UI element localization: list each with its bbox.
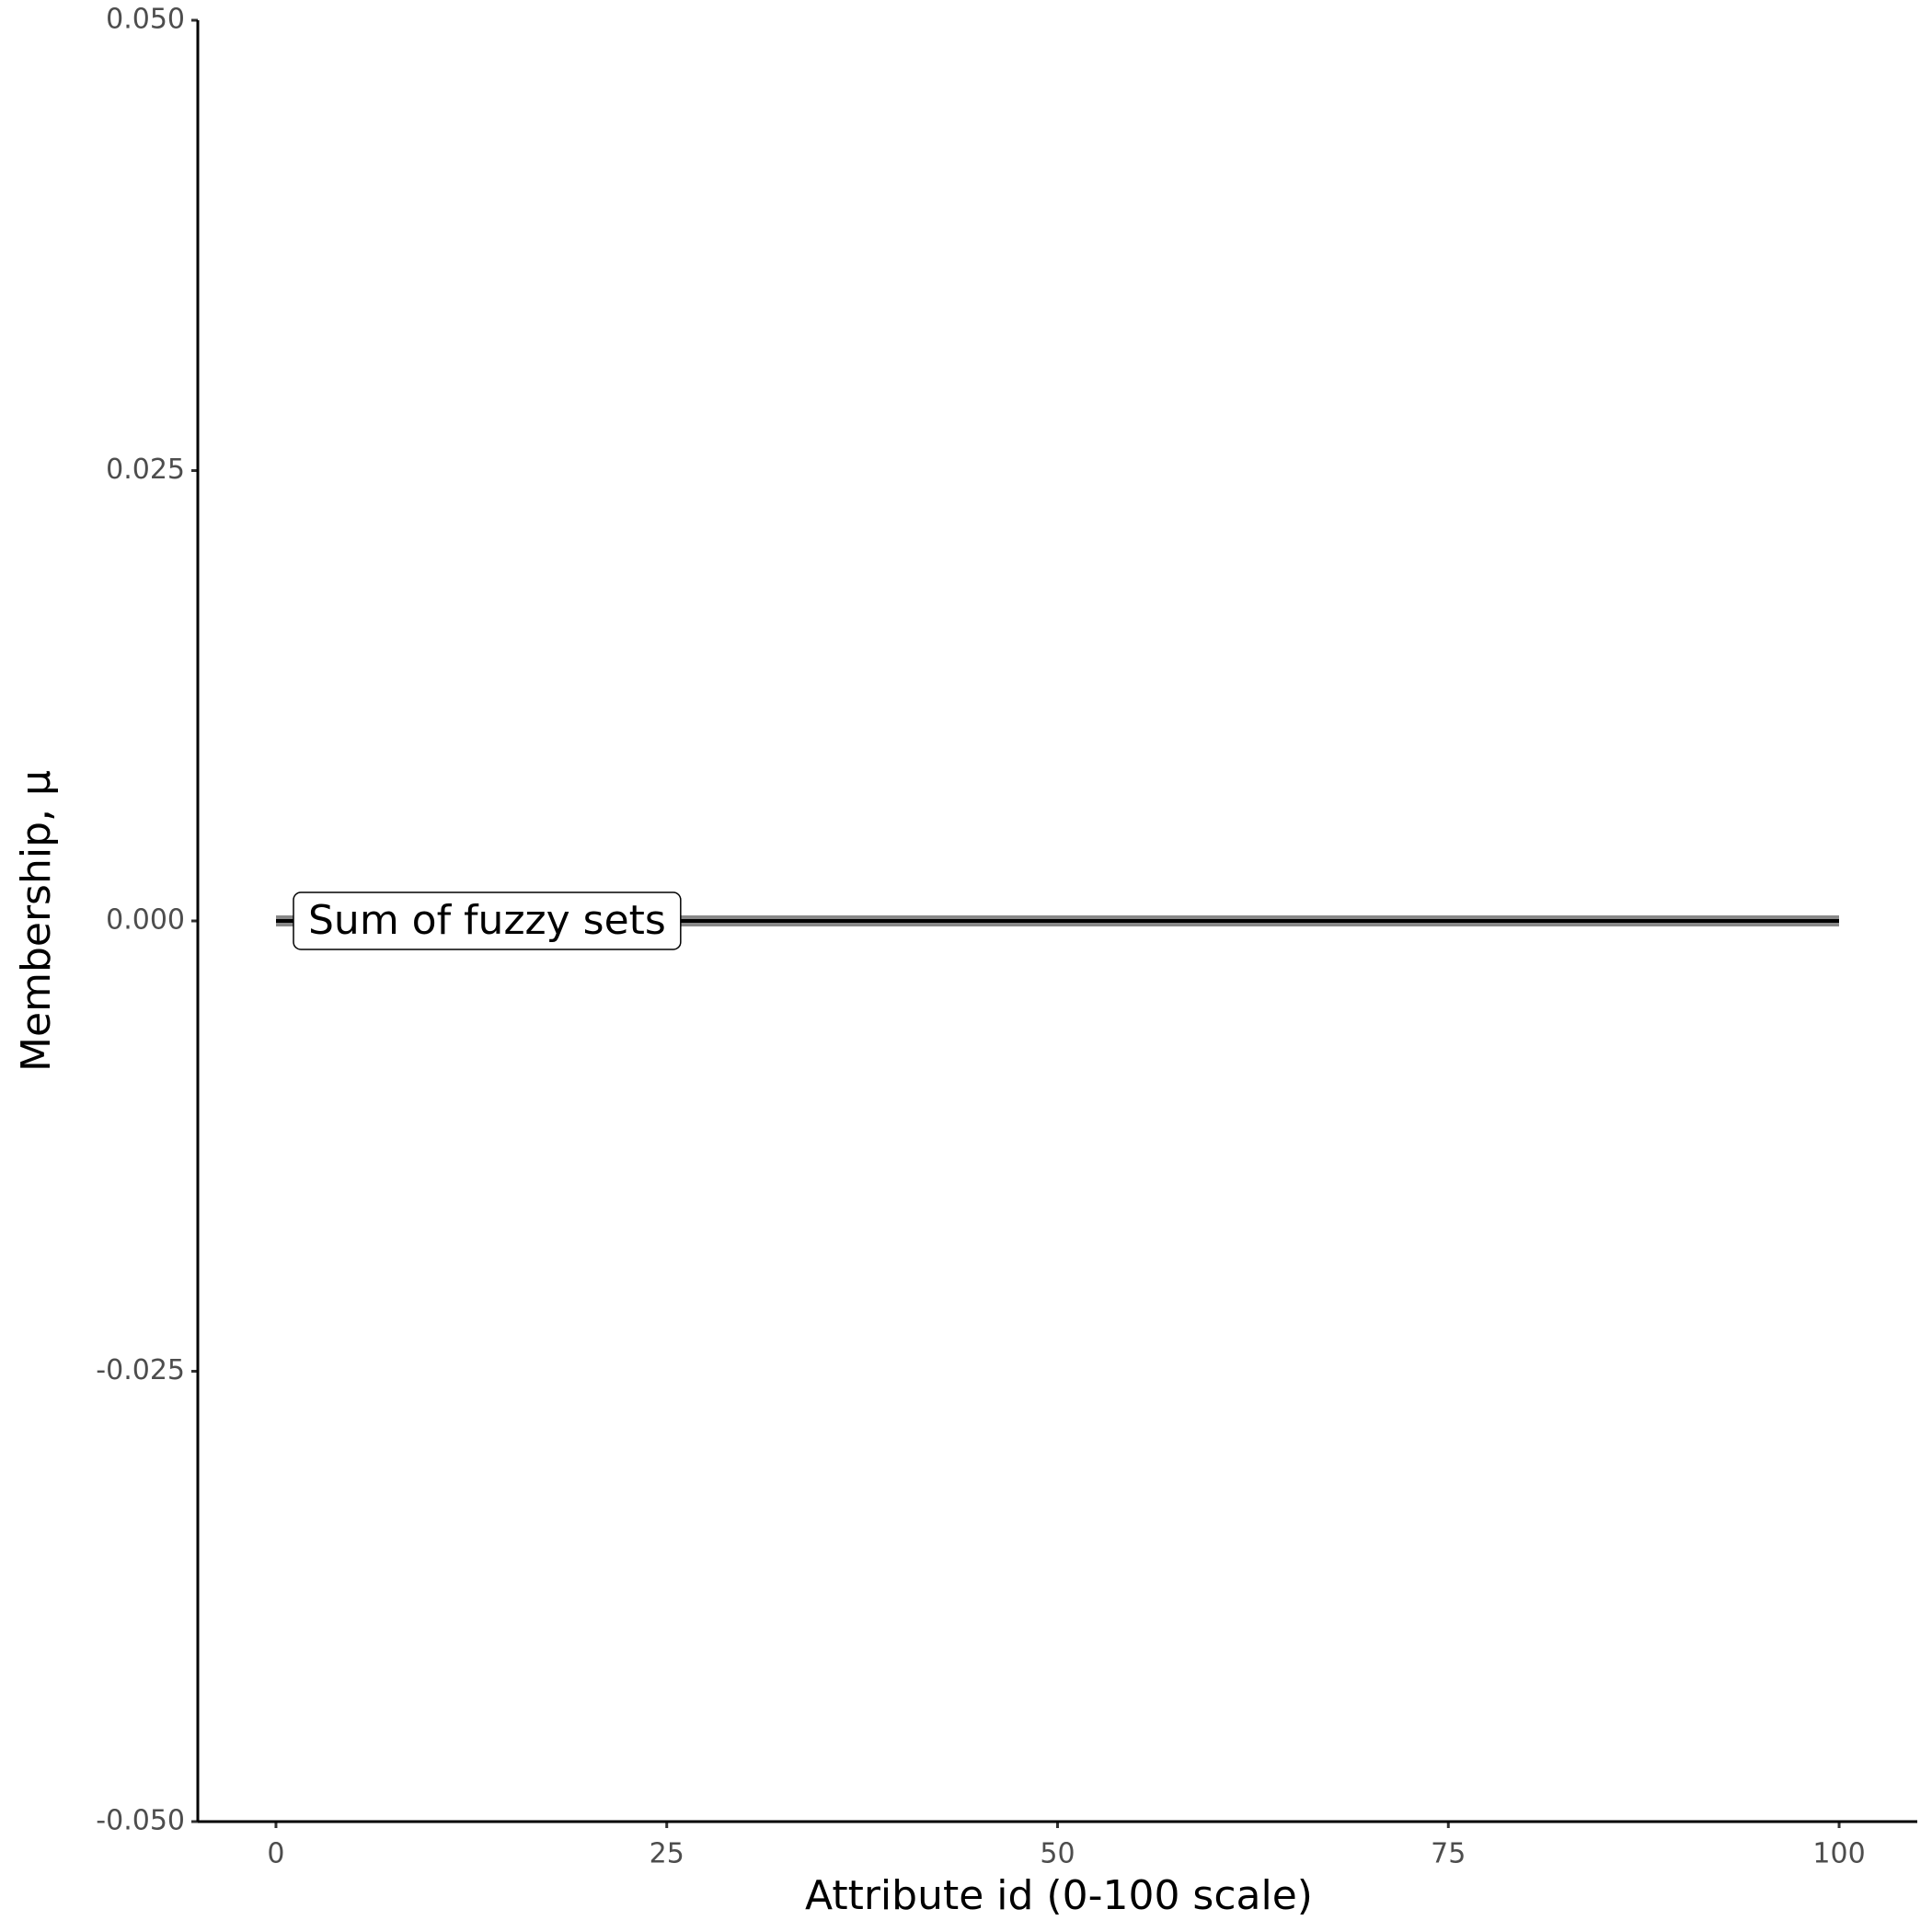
x-tick-label: 0 xyxy=(267,1838,284,1870)
y-tick-label: -0.050 xyxy=(96,1805,185,1837)
y-tick-label: 0.000 xyxy=(106,904,185,937)
y-axis-title: Membership, μ xyxy=(13,770,60,1072)
annotation-box xyxy=(293,891,682,950)
annotation: Sum of fuzzy sets xyxy=(308,897,666,944)
x-tick-label: 25 xyxy=(650,1838,684,1870)
y-tick-label: 0.050 xyxy=(106,4,185,36)
x-tick-label: 75 xyxy=(1431,1838,1466,1870)
y-tick-label: 0.025 xyxy=(106,454,185,486)
x-tick-label: 50 xyxy=(1040,1838,1075,1870)
y-tick-label: -0.025 xyxy=(96,1354,185,1386)
x-tick-label: 100 xyxy=(1812,1838,1865,1870)
x-axis-title: Attribute id (0-100 scale) xyxy=(805,1872,1313,1919)
